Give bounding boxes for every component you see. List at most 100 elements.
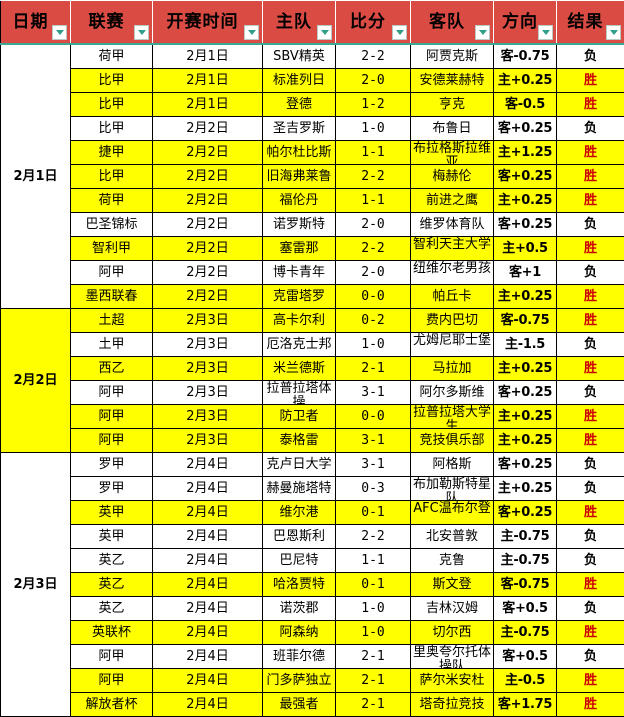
cell-away-team: 布加勒斯特星队	[411, 477, 494, 501]
cell-home-team: 巴恩斯利	[263, 525, 336, 549]
cell-kickoff-time: 2月3日	[153, 309, 263, 333]
cell-home-team: 帕尔杜比斯	[263, 141, 336, 165]
cell-score: 0-1	[336, 573, 411, 597]
cell-away-team: 克鲁	[411, 549, 494, 573]
cell-kickoff-time: 2月4日	[153, 549, 263, 573]
cell-direction: 客-0.5	[494, 93, 557, 117]
cell-direction: 主-0.5	[494, 669, 557, 693]
cell-kickoff-time: 2月2日	[153, 261, 263, 285]
chevron-down-icon	[610, 30, 618, 35]
filter-dropdown-icon[interactable]	[606, 25, 621, 40]
cell-kickoff-time: 2月4日	[153, 621, 263, 645]
cell-direction: 主+0.25	[494, 429, 557, 453]
cell-kickoff-time: 2月3日	[153, 381, 263, 405]
filter-dropdown-icon[interactable]	[134, 25, 149, 40]
cell-kickoff-time: 2月2日	[153, 165, 263, 189]
filter-dropdown-icon[interactable]	[52, 25, 67, 40]
table-header-row: 日期联赛开赛时间主队比分客队方向结果	[1, 1, 624, 45]
cell-score: 2-2	[336, 525, 411, 549]
cell-home-team: 克卢日大学	[263, 453, 336, 477]
cell-league: 阿甲	[71, 261, 153, 285]
cell-league: 土甲	[71, 333, 153, 357]
cell-score: 2-1	[336, 645, 411, 669]
cell-home-team: 高卡尔利	[263, 309, 336, 333]
cell-away-team-text: 纽维尔老男孩	[412, 261, 492, 284]
filter-dropdown-icon[interactable]	[317, 25, 332, 40]
cell-league: 英甲	[71, 501, 153, 525]
cell-score: 2-2	[336, 165, 411, 189]
cell-result: 胜	[557, 189, 624, 213]
cell-away-team-text: AFC温布尔登	[412, 501, 492, 524]
cell-score: 1-1	[336, 141, 411, 165]
cell-result: 负	[557, 597, 624, 621]
cell-result: 胜	[557, 309, 624, 333]
cell-result: 负	[557, 213, 624, 237]
filter-dropdown-icon[interactable]	[538, 25, 553, 40]
cell-result: 负	[557, 381, 624, 405]
cell-kickoff-time: 2月3日	[153, 429, 263, 453]
column-header-home-team: 主队	[263, 1, 336, 45]
cell-score: 2-2	[336, 44, 411, 69]
cell-direction: 主+0.25	[494, 405, 557, 429]
cell-league: 比甲	[71, 165, 153, 189]
cell-league: 阿甲	[71, 645, 153, 669]
cell-kickoff-time: 2月3日	[153, 405, 263, 429]
cell-away-team: 吉林汉姆	[411, 597, 494, 621]
cell-direction: 客+0.25	[494, 381, 557, 405]
cell-away-team: 维罗体育队	[411, 213, 494, 237]
cell-score: 1-0	[336, 117, 411, 141]
date-group-cell: 2月2日	[1, 309, 71, 453]
cell-result: 胜	[557, 669, 624, 693]
cell-away-team: 亨克	[411, 93, 494, 117]
cell-home-team-text: 拉普拉塔体操	[264, 381, 334, 404]
cell-league: 土超	[71, 309, 153, 333]
cell-home-team: 塞雷那	[263, 237, 336, 261]
filter-dropdown-icon[interactable]	[244, 25, 259, 40]
cell-kickoff-time: 2月4日	[153, 453, 263, 477]
cell-home-team: 防卫者	[263, 405, 336, 429]
cell-score: 3-1	[336, 381, 411, 405]
cell-away-team: 纽维尔老男孩	[411, 261, 494, 285]
cell-kickoff-time: 2月4日	[153, 573, 263, 597]
cell-result: 负	[557, 44, 624, 69]
cell-league: 比甲	[71, 93, 153, 117]
cell-away-team: 布拉格斯拉维亚	[411, 141, 494, 165]
cell-result: 胜	[557, 357, 624, 381]
cell-direction: 客-0.75	[494, 44, 557, 69]
cell-kickoff-time: 2月1日	[153, 44, 263, 69]
filter-dropdown-icon[interactable]	[475, 25, 490, 40]
cell-score: 1-2	[336, 93, 411, 117]
column-header-direction: 方向	[494, 1, 557, 45]
column-header-score: 比分	[336, 1, 411, 45]
cell-away-team: 费内巴切	[411, 309, 494, 333]
column-header-date: 日期	[1, 1, 71, 45]
cell-home-team: 最强者	[263, 693, 336, 717]
cell-away-team-text: 拉普拉塔大学生	[412, 405, 492, 428]
cell-kickoff-time: 2月2日	[153, 237, 263, 261]
cell-away-team-text: 布加勒斯特星队	[412, 477, 492, 500]
cell-score: 0-1	[336, 501, 411, 525]
cell-home-team: 哈洛贾特	[263, 573, 336, 597]
cell-direction: 客+0.25	[494, 501, 557, 525]
cell-score: 2-1	[336, 693, 411, 717]
cell-away-team: 拉普拉塔大学生	[411, 405, 494, 429]
cell-league: 英乙	[71, 573, 153, 597]
filter-dropdown-icon[interactable]	[392, 25, 407, 40]
chevron-down-icon	[56, 30, 64, 35]
date-group-cell: 2月3日	[1, 453, 71, 717]
cell-result: 负	[557, 261, 624, 285]
